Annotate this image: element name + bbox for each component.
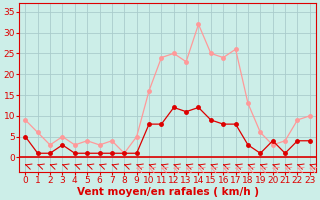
X-axis label: Vent moyen/en rafales ( km/h ): Vent moyen/en rafales ( km/h ) (76, 187, 259, 197)
